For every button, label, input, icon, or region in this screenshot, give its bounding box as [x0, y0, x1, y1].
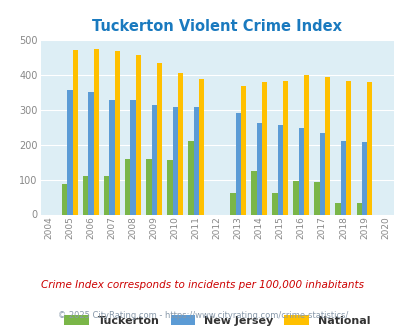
Bar [345, 81, 350, 214]
Bar [109, 100, 115, 214]
Bar [177, 73, 183, 215]
Bar [198, 79, 204, 214]
Bar [366, 82, 371, 214]
Bar [167, 160, 172, 214]
Bar [156, 63, 162, 214]
Bar [277, 125, 282, 214]
Bar [230, 193, 235, 215]
Bar [146, 159, 151, 214]
Bar [62, 184, 67, 215]
Bar [135, 55, 141, 214]
Text: Crime Index corresponds to incidents per 100,000 inhabitants: Crime Index corresponds to incidents per… [41, 280, 364, 290]
Bar [104, 176, 109, 214]
Text: © 2025 CityRating.com - https://www.cityrating.com/crime-statistics/: © 2025 CityRating.com - https://www.city… [58, 311, 347, 320]
Bar [361, 142, 366, 214]
Bar [67, 90, 72, 214]
Bar [235, 113, 240, 214]
Bar [303, 75, 309, 215]
Bar [324, 77, 329, 215]
Bar [256, 122, 261, 214]
Bar [340, 141, 345, 214]
Bar [193, 107, 198, 214]
Bar [88, 92, 94, 214]
Bar [83, 176, 88, 214]
Bar [319, 133, 324, 214]
Bar [298, 128, 303, 214]
Bar [151, 105, 156, 214]
Bar [115, 51, 119, 214]
Bar [94, 49, 99, 214]
Bar [130, 100, 135, 214]
Bar [335, 203, 340, 214]
Bar [251, 171, 256, 214]
Bar [188, 141, 193, 214]
Bar [261, 82, 266, 214]
Legend: Tuckerton, New Jersey, National: Tuckerton, New Jersey, National [60, 311, 374, 330]
Bar [272, 193, 277, 215]
Bar [314, 182, 319, 214]
Bar [72, 50, 78, 214]
Bar [293, 181, 298, 214]
Bar [282, 81, 288, 214]
Bar [240, 86, 245, 214]
Title: Tuckerton Violent Crime Index: Tuckerton Violent Crime Index [92, 19, 341, 34]
Bar [172, 107, 177, 214]
Bar [125, 159, 130, 214]
Bar [356, 203, 361, 214]
